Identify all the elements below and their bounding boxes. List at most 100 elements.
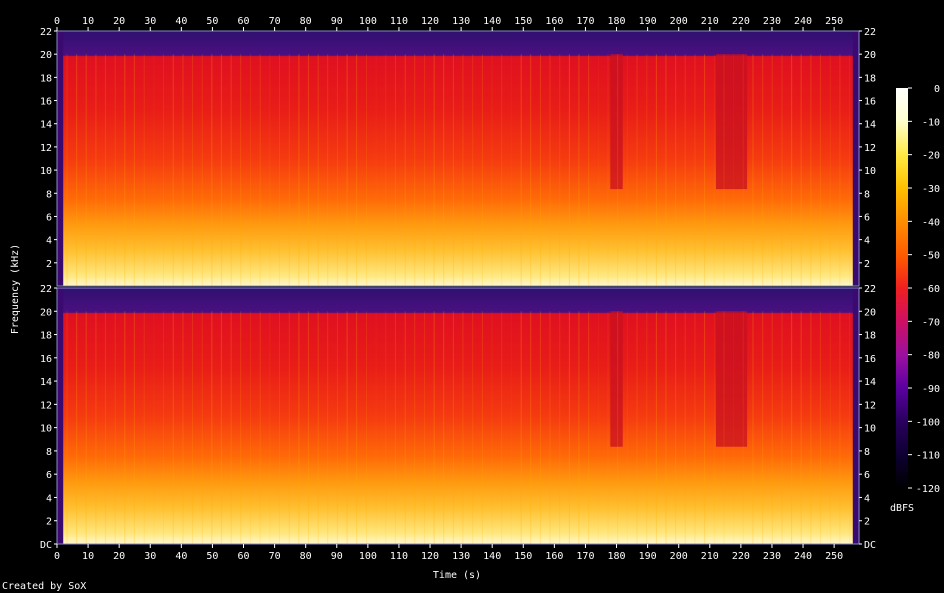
spectral-streak [182,311,184,544]
spectral-streak [85,54,87,286]
spectral-streak [684,54,686,286]
spectral-streak [559,311,561,544]
x-tick-label-bottom: 70 [269,551,281,562]
spectral-streak [105,311,107,544]
spectral-streak [182,54,184,286]
x-tick-label-bottom: 200 [670,551,688,562]
spectral-streak [704,54,706,286]
y-tick-label-left: 4 [46,493,52,504]
y-tick-label-left: 22 [40,27,52,38]
x-tick-label-top: 70 [269,16,281,27]
spectral-streak [481,311,483,544]
spectral-streak [114,54,116,286]
spectral-streak [191,311,193,544]
y-tick-label-right: 22 [864,27,876,38]
spectral-streak [510,311,512,544]
spectral-streak [75,311,77,544]
spectral-streak [230,311,232,544]
spectral-streak [472,311,474,544]
y-tick-label-left: 20 [40,307,52,318]
spectral-streak [307,54,309,286]
spectral-streak [424,311,426,544]
x-tick-label-bottom: 60 [237,551,249,562]
spectral-streak [626,54,628,286]
spectral-streak [723,54,725,286]
spectral-streak [288,54,290,286]
quiet-segment [610,54,623,190]
spectral-streak [288,54,290,286]
x-tick-label-bottom: 120 [421,551,439,562]
spectral-streak [192,54,194,286]
y-tick-label-right: 4 [864,493,870,504]
spectral-streak [76,311,78,544]
spectral-streak [810,311,812,544]
colorbar-tick-label: -60 [922,284,940,295]
x-tick-label-top: 90 [331,16,343,27]
spectral-streak [713,311,715,544]
spectral-streak [95,54,97,286]
spectral-streak [404,311,406,544]
spectral-streak [269,54,271,286]
spectral-streak [404,311,406,544]
x-tick-label-bottom: 180 [608,551,626,562]
spectral-streak [317,311,319,544]
spectral-streak [587,54,589,286]
spectral-streak [327,311,329,544]
spectral-streak [771,54,773,286]
spectral-streak [134,311,136,544]
x-tick-label-bottom: 50 [206,551,218,562]
spectral-streak [839,54,841,286]
spectral-streak [781,54,783,286]
spectral-streak [636,54,638,286]
y-tick-label-right: 2 [864,517,870,528]
spectral-streak [443,311,445,544]
x-tick-label-bottom: 100 [359,551,377,562]
spectral-streak [752,54,754,286]
y-tick-label-right: 18 [864,331,876,342]
silence-end [852,288,859,544]
x-tick-label-top: 30 [144,16,156,27]
spectral-streak [95,311,97,544]
x-tick-label-bottom: 170 [576,551,594,562]
spectral-streak [66,311,68,544]
spectrogram-channel-2 [56,287,860,545]
spectral-streak [462,311,464,544]
spectral-streak [452,311,454,544]
spectral-streak [481,54,483,286]
spectral-streak [394,54,396,286]
spectral-streak [568,311,570,544]
silence-start [57,288,64,544]
spectral-streak [462,54,464,286]
spectral-streak [453,54,455,286]
spectral-streak [278,54,280,286]
colorbar-tick-label: -80 [922,351,940,362]
spectral-streak [172,311,174,544]
y-tick-label-right: 8 [864,189,870,200]
x-tick-label-bottom: 240 [794,551,812,562]
spectral-streak [810,311,812,544]
x-tick-label-top: 60 [237,16,249,27]
quiet-segment [610,311,623,447]
x-tick-label-top: 220 [732,16,750,27]
spectral-streak [346,311,348,544]
spectral-streak [85,54,87,286]
y-tick-label-right: 20 [864,307,876,318]
y-tick-label-left: DC [40,540,52,551]
x-tick-label-bottom: 230 [763,551,781,562]
spectral-streak [675,54,677,286]
spectral-streak [327,54,329,286]
spectral-streak [240,311,242,544]
spectral-streak [133,311,135,544]
spectral-streak [665,54,667,286]
panel-frame [56,30,860,287]
spectral-streak [191,54,193,286]
spectral-streak [75,54,77,286]
spectral-streak [453,311,455,544]
x-tick-label-top: 0 [54,16,60,27]
spectral-streak [298,311,300,544]
spectral-streak [790,311,792,544]
spectral-streak [124,311,126,544]
spectral-streak [462,311,464,544]
spectral-streak [587,311,589,544]
x-axis-label: Time (s) [433,570,481,581]
